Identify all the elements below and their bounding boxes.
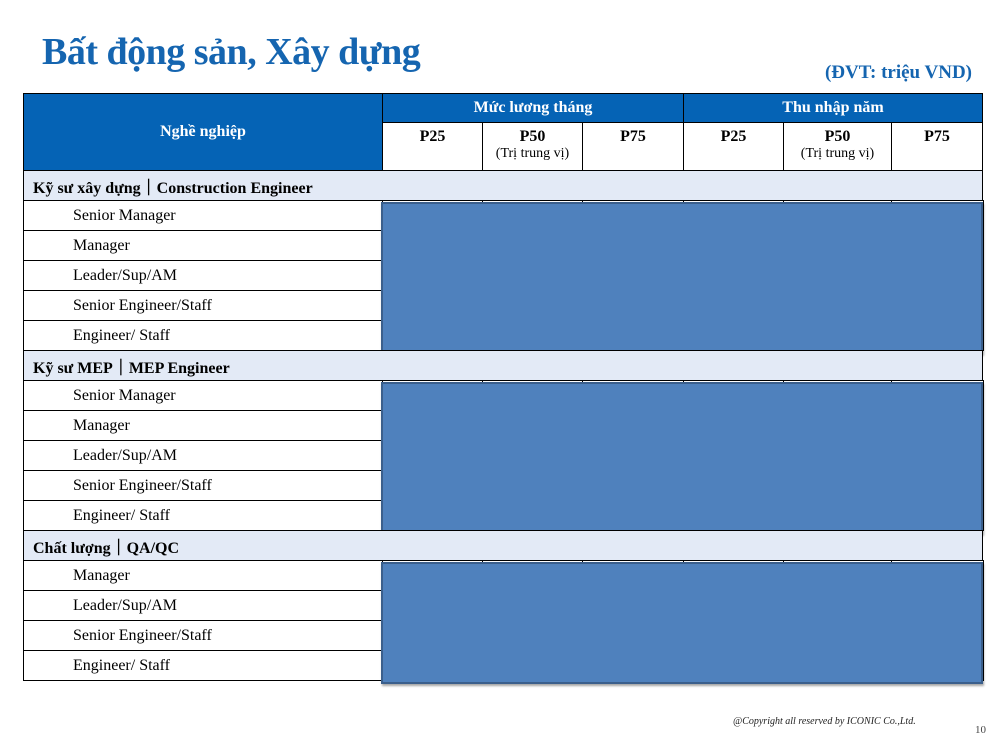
redacted-values — [381, 562, 983, 684]
page-title: Bất động sản, Xây dựng — [42, 31, 421, 73]
table-row-label: Leader/Sup/AM — [23, 260, 383, 291]
col-label: P75 — [620, 128, 646, 145]
header-annual-income: Thu nhập năm — [683, 93, 983, 123]
header-col-p50: P50 (Trị trung vị) — [783, 122, 892, 171]
group-row: Chất lượng｜QA/QC — [23, 530, 983, 561]
col-note: (Trị trung vị) — [800, 146, 875, 161]
group-row: Kỹ sư MEP｜MEP Engineer — [23, 350, 983, 381]
header-col-p75: P75 — [891, 122, 983, 171]
table-row-label: Senior Engineer/Staff — [23, 470, 383, 501]
redacted-values — [381, 202, 983, 354]
table-row-label: Leader/Sup/AM — [23, 440, 383, 471]
col-note: (Trị trung vị) — [495, 146, 570, 161]
col-label: P25 — [720, 128, 747, 145]
col-label: P75 — [924, 128, 950, 145]
table-row-label: Engineer/ Staff — [23, 500, 383, 531]
col-label: P50 — [824, 128, 851, 145]
table-row-label: Senior Engineer/Staff — [23, 620, 383, 651]
copyright: @Copyright all reserved by ICONIC Co.,Lt… — [733, 716, 916, 727]
col-label: P50 — [519, 128, 546, 145]
table-row-label: Engineer/ Staff — [23, 650, 383, 681]
redacted-values — [381, 382, 983, 534]
table-row-label: Manager — [23, 230, 383, 261]
header-monthly-salary: Mức lương tháng — [382, 93, 684, 123]
header-col-p25: P25 — [382, 122, 483, 171]
page-number: 10 — [975, 724, 986, 736]
header-col-p50: P50 (Trị trung vị) — [482, 122, 583, 171]
table-row-label: Senior Manager — [23, 380, 383, 411]
header-occupation: Nghề nghiệp — [23, 93, 383, 171]
table-row-label: Senior Engineer/Staff — [23, 290, 383, 321]
unit-label: (ĐVT: triệu VND) — [824, 62, 972, 83]
table-row-label: Engineer/ Staff — [23, 320, 383, 351]
table-row-label: Manager — [23, 410, 383, 441]
group-row: Kỹ sư xây dựng｜Construction Engineer — [23, 170, 983, 201]
table-row-label: Senior Manager — [23, 200, 383, 231]
table-row-label: Leader/Sup/AM — [23, 590, 383, 621]
table-row-label: Manager — [23, 560, 383, 591]
col-label: P25 — [419, 128, 446, 145]
header-col-p25: P25 — [683, 122, 784, 171]
header-col-p75: P75 — [582, 122, 684, 171]
